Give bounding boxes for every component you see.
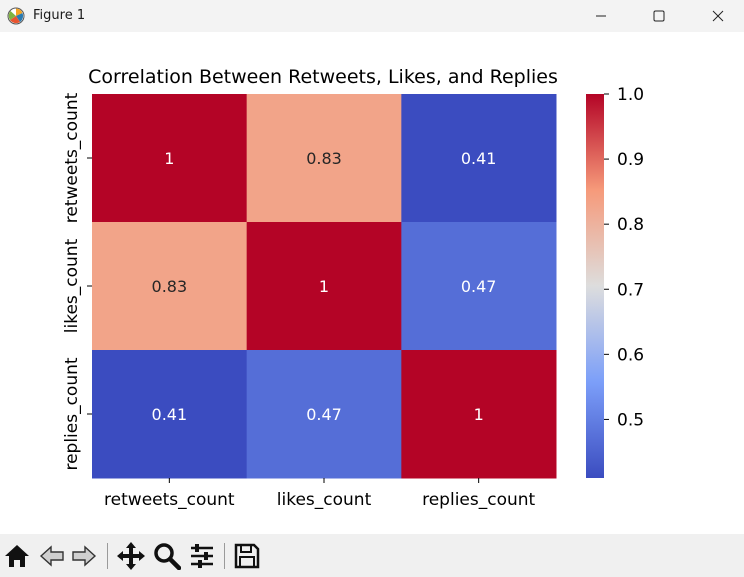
x-tick-label: retweets_count [104,490,235,510]
colorbar-tick-label: 0.7 [617,280,644,300]
heatmap-cell [92,222,248,351]
back-icon [39,545,64,567]
heatmap-cell [401,94,557,223]
y-axis: retweets_count likes_count replies_count [62,92,92,471]
save-button[interactable] [231,540,263,572]
colorbar-tick-label: 0.8 [617,215,644,235]
close-button[interactable] [695,0,741,32]
minimize-icon [596,15,606,17]
colorbar-gradient [586,94,604,478]
cell-annotation: 1 [319,277,329,296]
window-titlebar: Figure 1 [0,0,744,32]
home-icon [5,545,29,567]
cell-annotation: 0.83 [306,149,342,168]
maximize-icon [653,10,665,22]
x-tick-label: replies_count [422,490,535,510]
colorbar: 1.0 0.9 0.8 0.7 0.6 0.5 [586,85,644,478]
zoom-button[interactable] [151,540,183,572]
heatmap-cell [246,94,402,223]
chart-title: Correlation Between Retweets, Likes, and… [88,66,558,88]
toolbar-separator [224,543,225,569]
heatmap-cell [92,94,248,223]
minimize-button[interactable] [578,0,624,32]
x-axis: retweets_count likes_count replies_count [104,478,536,510]
colorbar-tick-label: 0.6 [617,345,644,365]
colorbar-tick-label: 0.5 [617,410,644,430]
pan-icon [117,542,145,570]
cell-annotation: 1 [474,405,484,424]
home-button[interactable] [1,540,33,572]
cell-annotation: 1 [164,149,174,168]
figure-canvas[interactable]: Correlation Between Retweets, Likes, and… [0,32,744,534]
colorbar-tick-label: 1.0 [617,85,644,105]
matplotlib-logo-icon [7,7,25,25]
close-icon [712,10,724,22]
heatmap-cell [246,222,402,351]
heatmap-cell [246,350,402,479]
x-tick-label: likes_count [277,490,372,510]
toolbar-separator [107,543,108,569]
forward-icon [72,545,97,567]
heatmap-cell [401,222,557,351]
heatmap-chart: Correlation Between Retweets, Likes, and… [62,66,644,510]
zoom-icon [154,543,181,570]
window-title: Figure 1 [33,8,86,23]
y-tick-label: replies_count [62,357,82,470]
save-icon [234,543,260,569]
cell-annotation: 0.47 [461,277,497,296]
y-tick-label: retweets_count [62,92,82,223]
cell-annotation: 0.41 [152,405,188,424]
cell-annotation: 0.83 [152,277,188,296]
pan-button[interactable] [115,540,147,572]
heatmap-cell [92,350,248,479]
configure-subplots-button[interactable] [186,540,218,572]
heatmap-cell [401,350,557,479]
colorbar-tick-label: 0.9 [617,150,644,170]
cell-annotation: 0.41 [461,149,497,168]
forward-button[interactable] [68,540,100,572]
cell-annotation: 0.47 [306,405,342,424]
maximize-button[interactable] [636,0,682,32]
navigation-toolbar [0,534,744,577]
back-button[interactable] [36,540,68,572]
configure-subplots-icon [191,544,213,568]
heatmap-cells: 1 0.83 0.41 0.83 1 0.47 0.41 0.47 1 [92,94,557,479]
y-tick-label: likes_count [62,238,82,333]
